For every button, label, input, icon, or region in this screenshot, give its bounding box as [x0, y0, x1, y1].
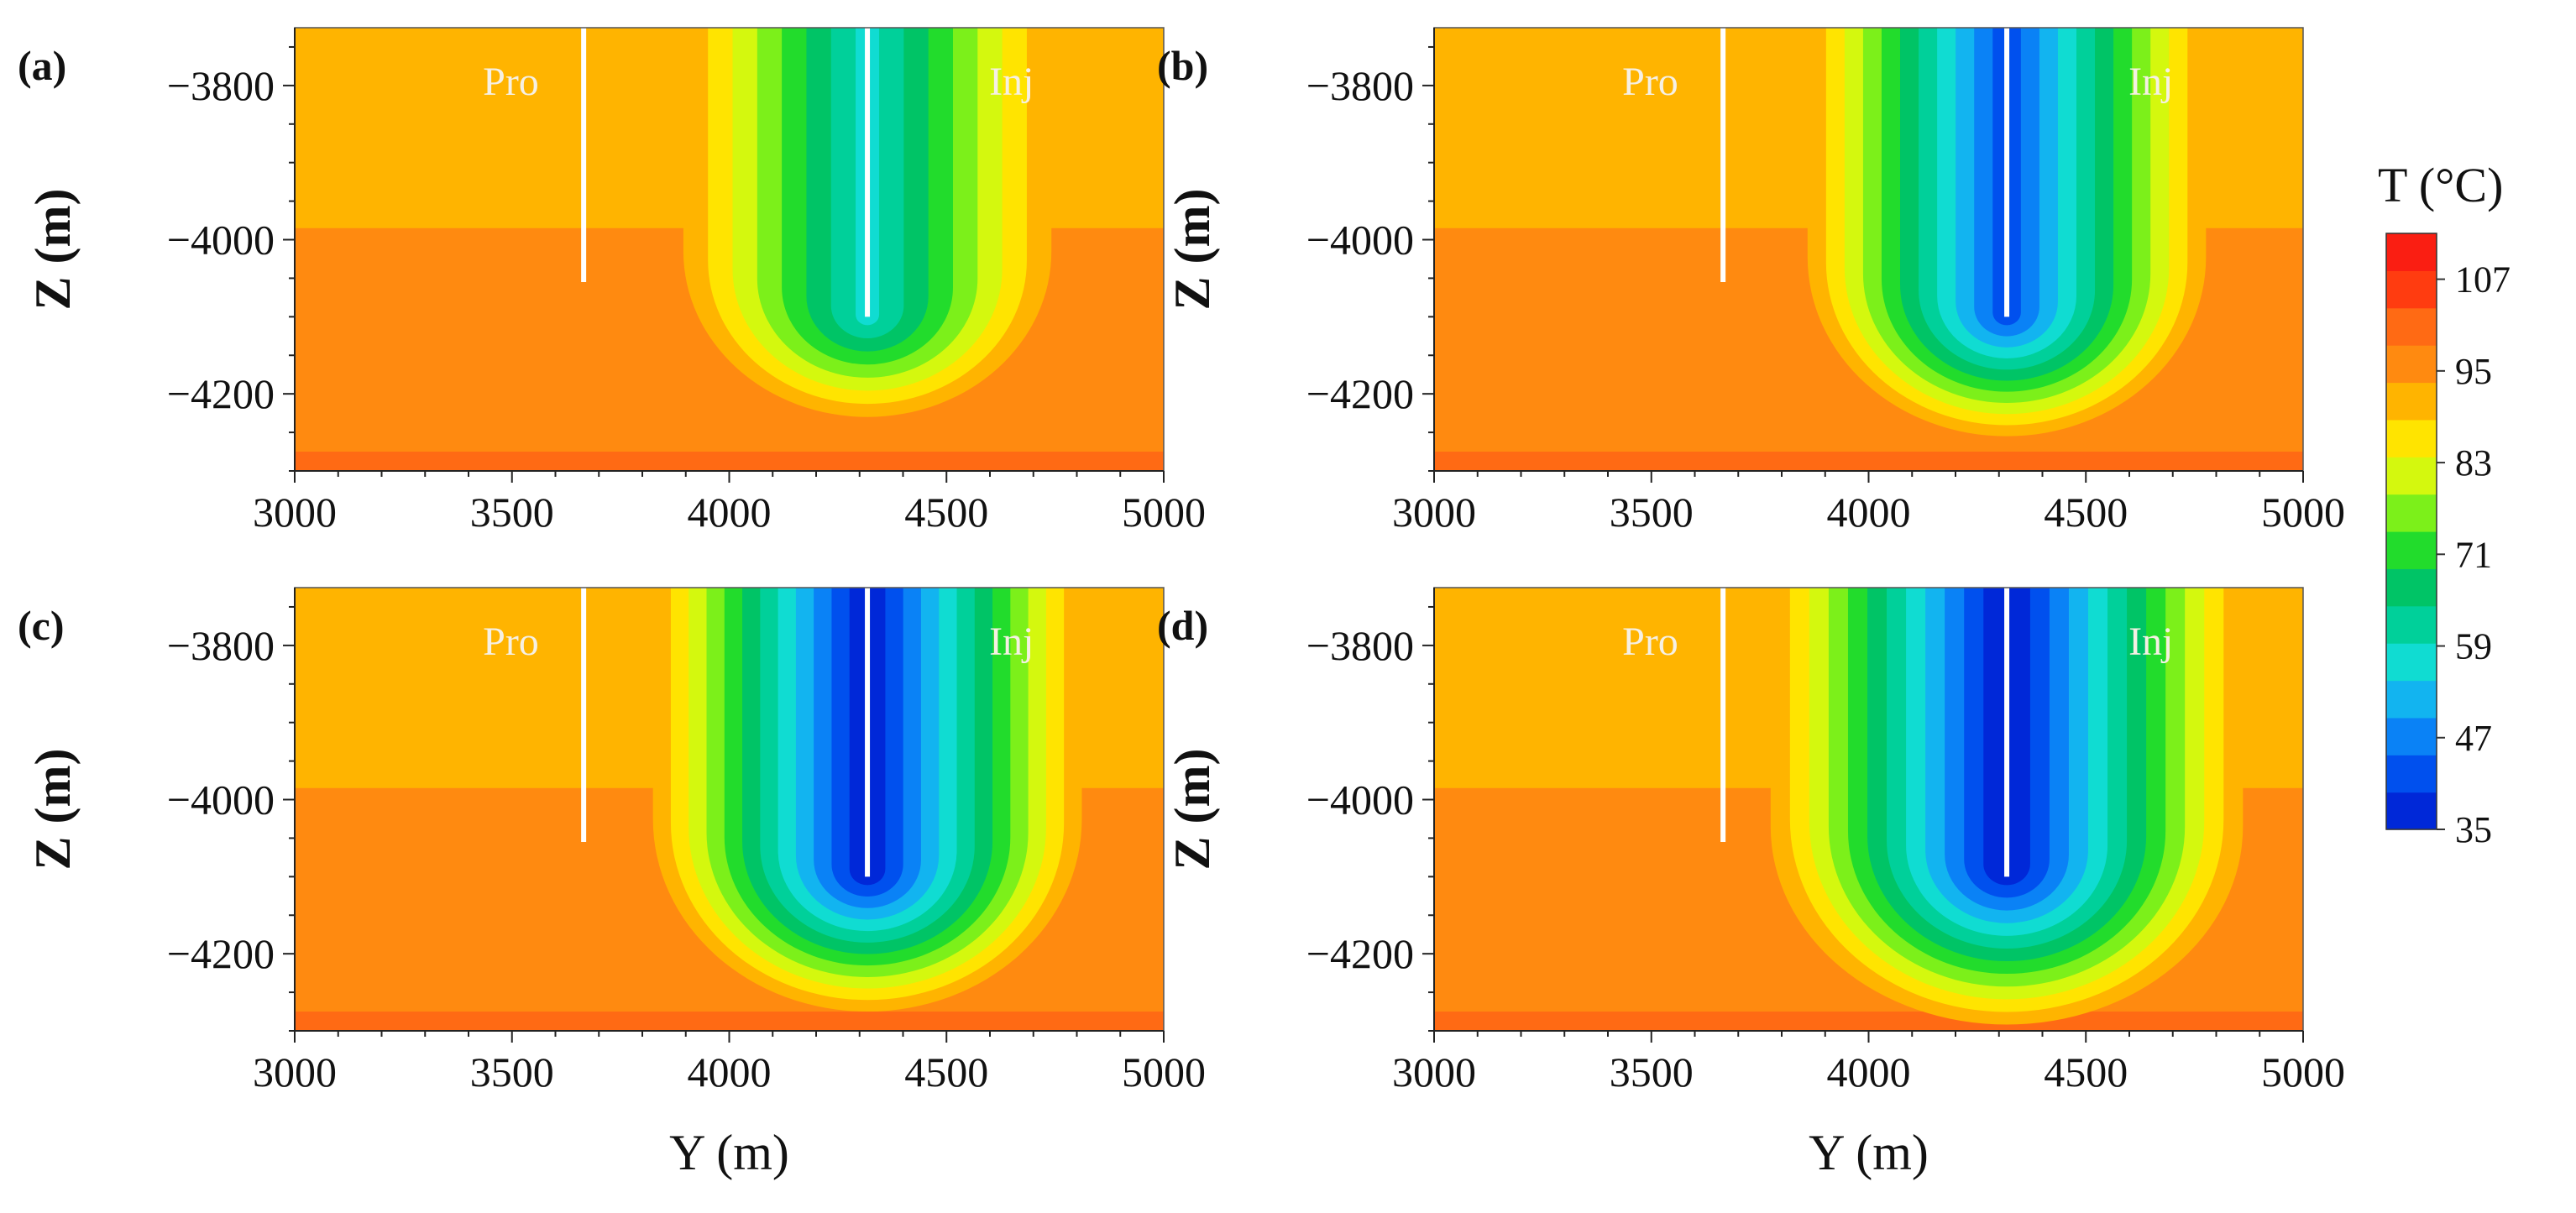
y-tick-label: 4000 — [688, 489, 772, 536]
plot-area — [295, 588, 1164, 1031]
z-tick-label: −4000 — [1306, 217, 1414, 264]
y-tick-label: 3000 — [253, 489, 337, 536]
y-tick-label: 3000 — [1392, 489, 1476, 536]
panel-label: (a) — [18, 42, 66, 89]
injector-label: Inj — [989, 620, 1034, 664]
colorbar-swatch — [2386, 568, 2437, 607]
producer-label: Pro — [483, 620, 539, 664]
y-axis-title: Y (m) — [1809, 1125, 1929, 1180]
colorbar-swatch — [2386, 680, 2437, 719]
colorbar-tick-label: 35 — [2455, 809, 2492, 850]
panel-label: (c) — [18, 602, 65, 649]
producer-label: Pro — [1622, 60, 1678, 104]
plot-area — [1434, 28, 2303, 471]
injector-label: Inj — [2128, 60, 2173, 104]
z-tick-label: −3800 — [167, 62, 275, 109]
z-axis-title: Z (m) — [25, 749, 81, 871]
z-tick-label: −4000 — [167, 776, 275, 823]
y-tick-label: 4000 — [1827, 1048, 1911, 1095]
colorbar-swatch — [2386, 419, 2437, 457]
temperature-layer — [1434, 452, 2303, 471]
colorbar-tick-label: 95 — [2455, 351, 2492, 392]
plot-area — [1434, 588, 2303, 1031]
y-tick-label: 3500 — [470, 489, 554, 536]
z-tick-label: −4200 — [1306, 370, 1414, 417]
colorbar-tick-label: 107 — [2455, 259, 2511, 301]
z-tick-label: −4200 — [167, 930, 275, 977]
y-tick-label: 4000 — [688, 1048, 772, 1095]
y-tick-label: 3500 — [470, 1048, 554, 1095]
colorbar-swatch — [2386, 307, 2437, 346]
colorbar-swatch — [2386, 270, 2437, 309]
temperature-layer — [1434, 902, 1825, 949]
z-axis-title: Z (m) — [1165, 189, 1220, 311]
colorbar-swatch — [2386, 494, 2437, 532]
temperature-layer — [1434, 342, 1825, 390]
temperature-layer — [295, 902, 686, 949]
producer-label: Pro — [483, 60, 539, 104]
z-tick-label: −4000 — [1306, 776, 1414, 823]
colorbar: 35 47 59 71 83 95 107 T (°C) — [2378, 158, 2511, 850]
panels-layer: Pro Inj −3800 −4000 −4200 3000 3500 4000 4500 500… — [18, 27, 2345, 1180]
producer-label: Pro — [1622, 620, 1678, 664]
colorbar-swatch — [2386, 531, 2437, 569]
colorbar-swatch — [2386, 717, 2437, 756]
injector-label: Inj — [989, 60, 1034, 104]
temperature-layer — [295, 1012, 1164, 1031]
temperature-layer — [295, 342, 686, 390]
y-tick-label: 4000 — [1827, 489, 1911, 536]
panel-b: Pro Inj −3800 −4000 −4200 3000 3500 4000 4500 500… — [1157, 27, 2345, 536]
y-tick-label: 4500 — [2044, 489, 2128, 536]
temperature-layer — [1434, 1012, 2303, 1031]
y-tick-label: 3500 — [1610, 1048, 1694, 1095]
z-tick-label: −4200 — [1306, 930, 1414, 977]
injector-label: Inj — [2128, 620, 2173, 664]
y-tick-label: 5000 — [1122, 489, 1206, 536]
colorbar-swatch — [2386, 643, 2437, 682]
y-tick-label: 5000 — [2261, 489, 2345, 536]
z-tick-label: −3800 — [167, 622, 275, 669]
colorbar-swatch — [2386, 345, 2437, 384]
y-tick-label: 3000 — [253, 1048, 337, 1095]
colorbar-swatch — [2386, 457, 2437, 495]
z-tick-label: −3800 — [1306, 622, 1414, 669]
z-tick-label: −4000 — [167, 217, 275, 264]
colorbar-tick-label: 83 — [2455, 442, 2492, 484]
colorbar-swatch — [2386, 792, 2437, 830]
panel-label: (d) — [1157, 602, 1208, 649]
panel-d: Pro Inj −3800 −4000 −4200 3000 3500 4000 4500 500… — [1157, 587, 2345, 1180]
plot-area — [295, 28, 1164, 471]
y-tick-label: 5000 — [2261, 1048, 2345, 1095]
panel-a: Pro Inj −3800 −4000 −4200 3000 3500 4000 4500 500… — [18, 27, 1206, 536]
z-tick-label: −3800 — [1306, 62, 1414, 109]
z-axis-title: Z (m) — [25, 189, 81, 311]
y-tick-label: 3500 — [1610, 489, 1694, 536]
colorbar-tick-label: 59 — [2455, 626, 2492, 667]
colorbar-title: T (°C) — [2378, 158, 2503, 212]
y-axis-title: Y (m) — [669, 1125, 789, 1180]
panel-label: (b) — [1157, 42, 1208, 89]
colorbar-swatch — [2386, 755, 2437, 793]
z-axis-title: Z (m) — [1165, 749, 1220, 871]
y-tick-label: 4500 — [2044, 1048, 2128, 1095]
y-tick-label: 3000 — [1392, 1048, 1476, 1095]
temperature-layer — [295, 452, 1164, 471]
panel-c: Pro Inj −3800 −4000 −4200 3000 3500 4000 4500 500… — [18, 587, 1206, 1180]
z-tick-label: −4200 — [167, 370, 275, 417]
colorbar-swatch — [2386, 233, 2437, 271]
colorbar-swatch — [2386, 382, 2437, 421]
colorbar-frame — [2385, 233, 2437, 830]
colorbar-swatch — [2386, 605, 2437, 644]
y-tick-label: 5000 — [1122, 1048, 1206, 1095]
y-tick-label: 4500 — [904, 489, 988, 536]
colorbar-tick-label: 47 — [2455, 718, 2492, 759]
y-tick-label: 4500 — [904, 1048, 988, 1095]
colorbar-tick-label: 71 — [2455, 534, 2492, 575]
